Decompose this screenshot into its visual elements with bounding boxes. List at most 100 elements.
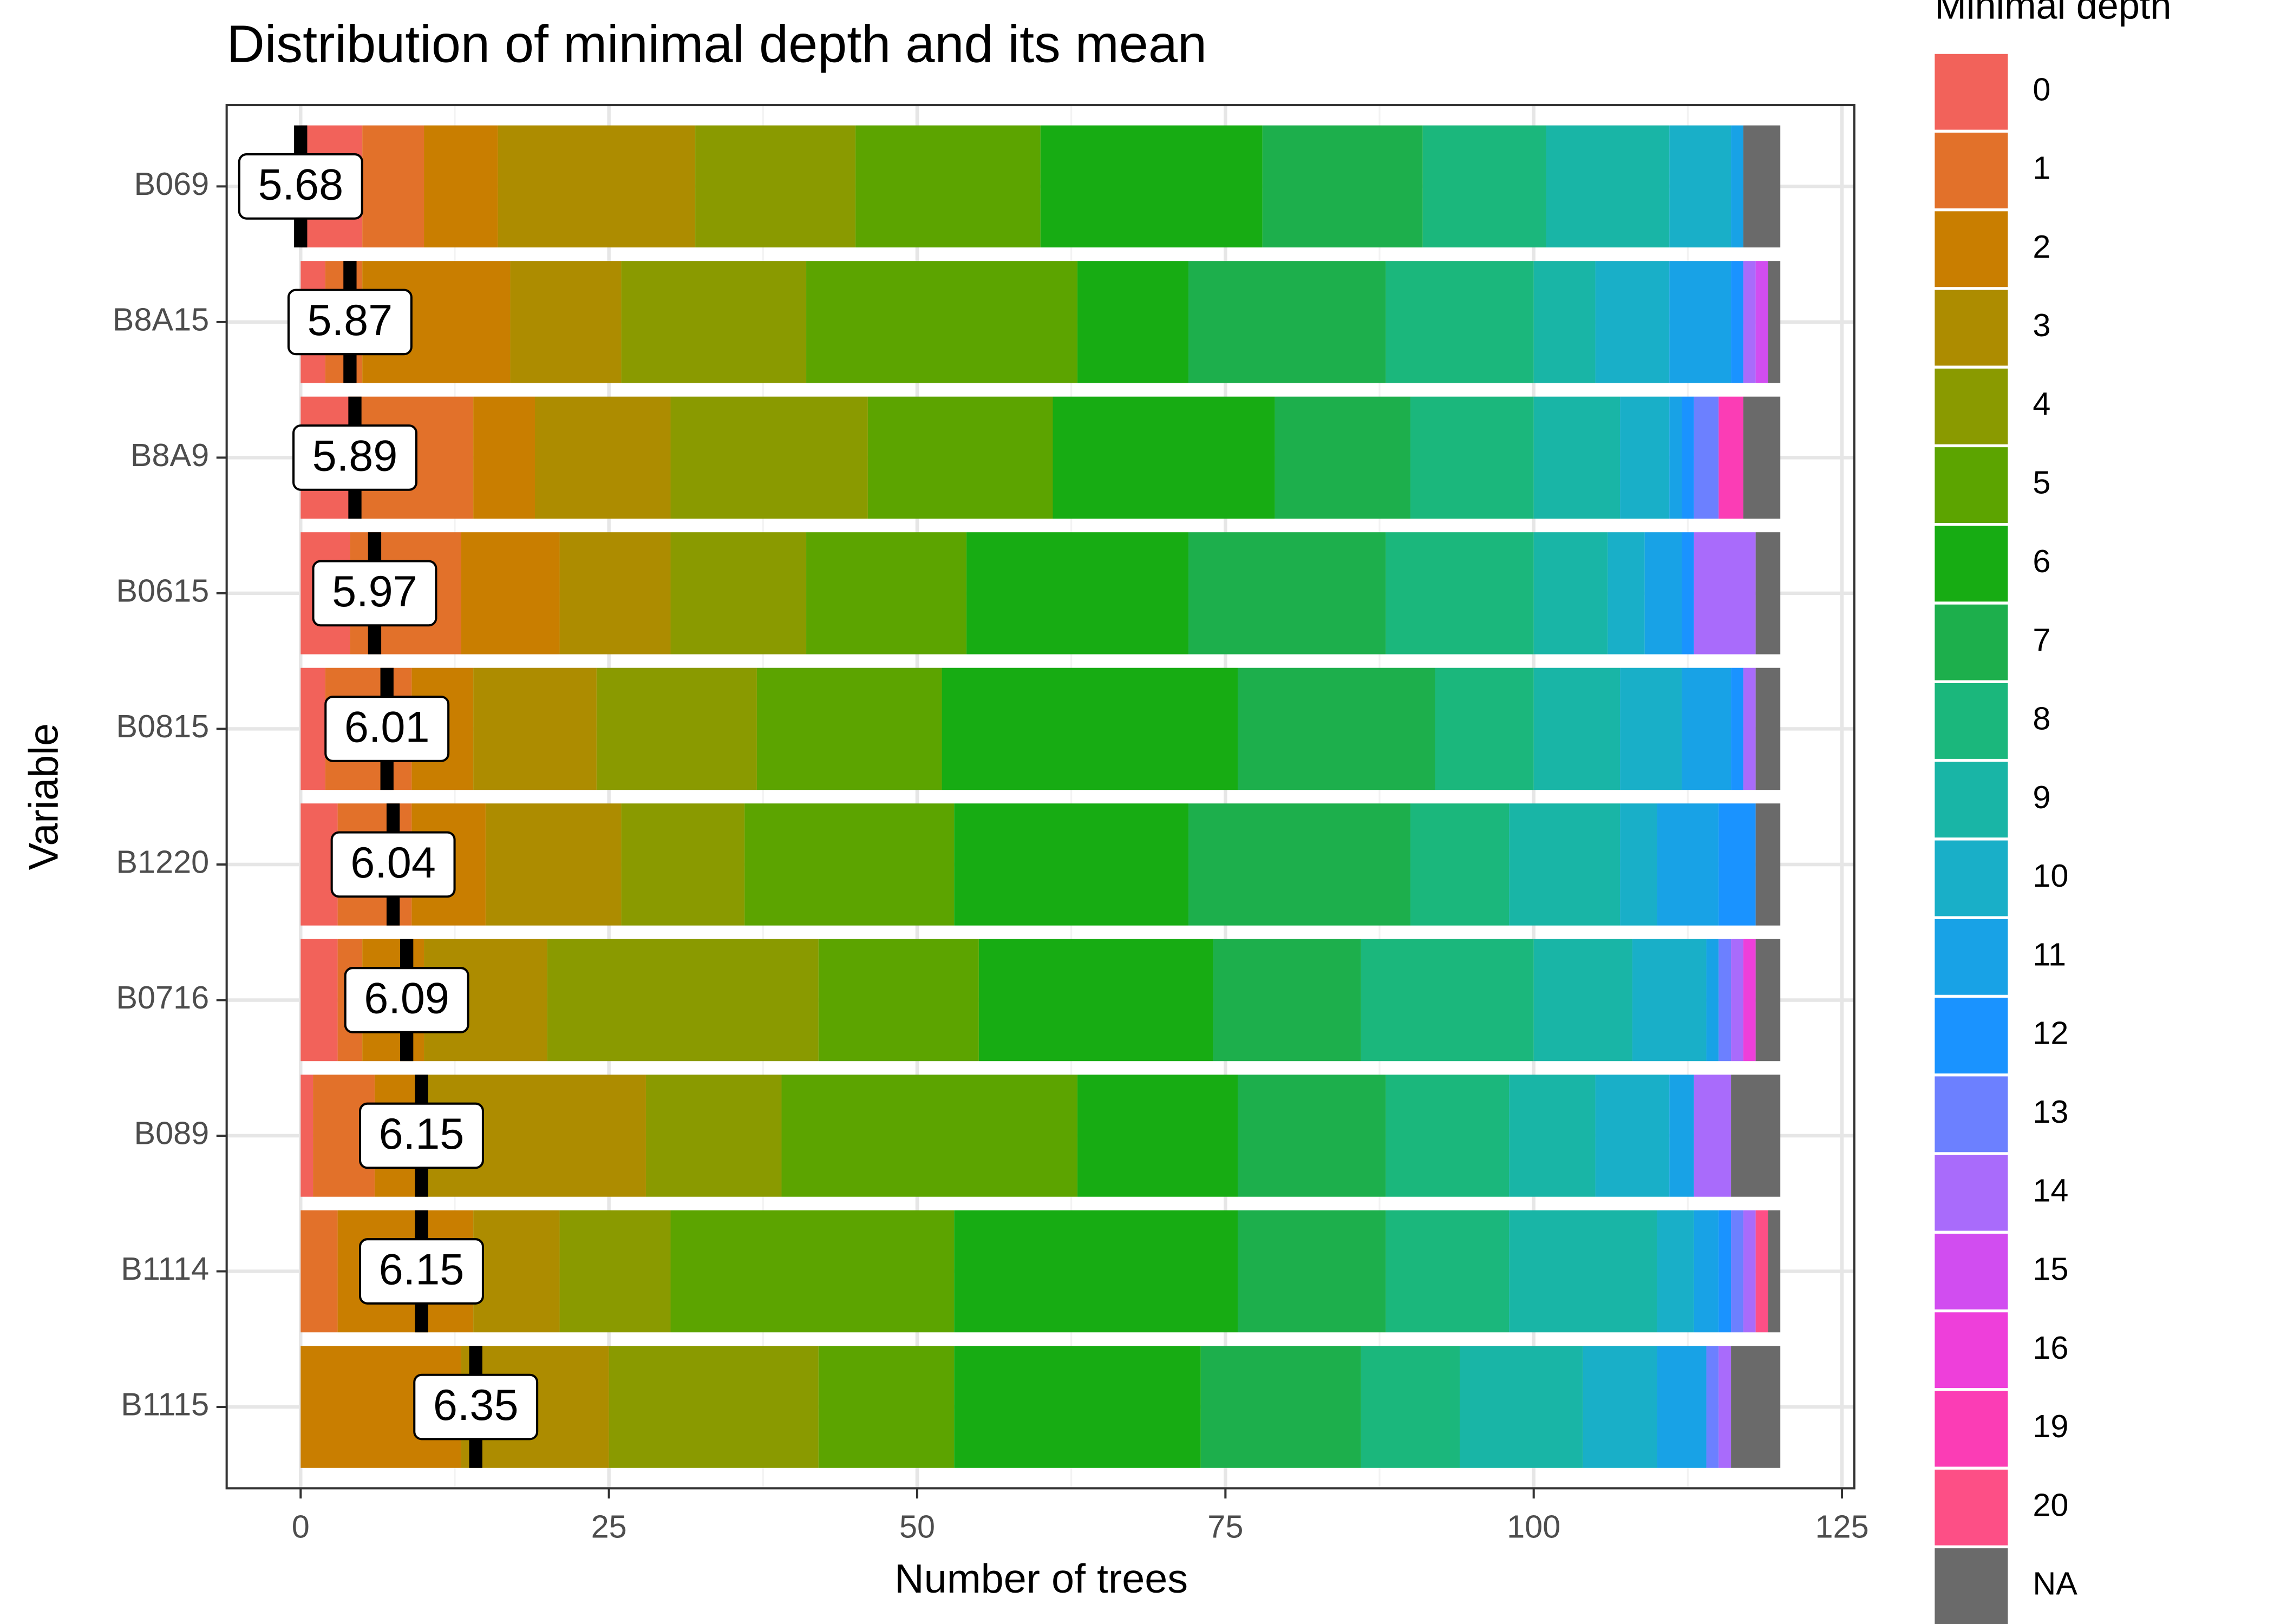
- bar-segment: [300, 939, 338, 1062]
- x-tick-label: 25: [591, 1509, 627, 1545]
- bar-segment: [498, 125, 696, 248]
- bar-segment: [1657, 803, 1719, 926]
- bar-segment: [1386, 261, 1534, 383]
- bar-segment: [1731, 667, 1743, 790]
- bar-segment: [1669, 396, 1682, 519]
- bar-segment: [1669, 125, 1731, 248]
- mean-label-box: [287, 289, 413, 356]
- bar-segment: [1657, 1346, 1707, 1468]
- bar-segment: [1657, 1210, 1694, 1333]
- bar-segment: [362, 125, 424, 248]
- bar-segment: [954, 1210, 1238, 1333]
- bar-segment: [510, 261, 622, 383]
- bar-segment: [1755, 1210, 1768, 1333]
- legend-label: 3: [2033, 307, 2050, 343]
- bar-segment: [1694, 396, 1719, 519]
- bar-segment: [559, 1210, 671, 1333]
- mean-label-box: [330, 831, 456, 898]
- legend-key: [1935, 1312, 2008, 1389]
- bar-segment: [1681, 667, 1731, 790]
- legend-key: [1935, 54, 2008, 130]
- bar-segment: [1053, 396, 1275, 519]
- bar-segment: [1743, 125, 1781, 248]
- legend-label: 10: [2033, 857, 2068, 894]
- bar-segment: [954, 803, 1189, 926]
- legend-key: [1935, 211, 2008, 287]
- bar-segment: [1694, 1075, 1731, 1197]
- y-tick-label: B0716: [116, 979, 209, 1016]
- bar-segment: [1595, 261, 1670, 383]
- mean-label-box: [359, 1238, 484, 1305]
- y-tick-label: B0815: [116, 708, 209, 744]
- bar-segment: [621, 261, 807, 383]
- bar-segment: [1410, 396, 1534, 519]
- bar-segment: [1731, 125, 1743, 248]
- legend-key: [1935, 919, 2008, 995]
- legend-key: [1935, 526, 2008, 602]
- bar-segment: [621, 803, 745, 926]
- bar-segment: [1262, 125, 1423, 248]
- legend-key: [1935, 1548, 2008, 1624]
- x-tick-label: 100: [1507, 1509, 1560, 1545]
- bar-segment: [1694, 532, 1756, 654]
- legend-key: [1935, 998, 2008, 1074]
- bar-segment: [966, 532, 1189, 654]
- bar-segment: [1755, 667, 1781, 790]
- bar-segment: [645, 1075, 782, 1197]
- mean-label-box: [238, 153, 363, 220]
- bar-segment: [1731, 1346, 1781, 1468]
- y-tick-label: B069: [134, 166, 209, 202]
- mean-label: 6.09: [364, 974, 449, 1023]
- bar-segment: [1620, 396, 1670, 519]
- bar-segment: [670, 396, 868, 519]
- bar-segment: [1533, 396, 1620, 519]
- mean-label: 6.35: [433, 1381, 519, 1430]
- bar-segment: [1361, 939, 1534, 1062]
- mean-label: 6.15: [379, 1110, 465, 1158]
- bar-segment: [300, 1210, 338, 1333]
- bar-segment: [1410, 803, 1510, 926]
- legend-key: [1935, 368, 2008, 444]
- bar-segment: [1238, 1075, 1386, 1197]
- bar-segment: [1509, 1210, 1657, 1333]
- bar-segment: [1743, 667, 1756, 790]
- bar-segment: [473, 667, 597, 790]
- bar-segment: [1669, 261, 1731, 383]
- plot-border: [225, 104, 1855, 1490]
- legend-title: Minimal depth: [1935, 0, 2171, 27]
- legend-label: 19: [2033, 1408, 2068, 1444]
- bar-segment: [1460, 1346, 1583, 1468]
- bar-segment: [1238, 1210, 1386, 1333]
- bar-segment: [1669, 1075, 1694, 1197]
- bar-segment: [1386, 1075, 1510, 1197]
- legend-label: 7: [2033, 621, 2050, 658]
- mean-label: 6.04: [350, 839, 436, 887]
- bar-segment: [300, 1075, 313, 1197]
- legend-key: [1935, 683, 2008, 759]
- bar-segment: [1595, 1075, 1670, 1197]
- bar-segment: [744, 803, 955, 926]
- legend-key: [1935, 1076, 2008, 1152]
- bar-segment: [1743, 1210, 1756, 1333]
- bar-segment: [1361, 1346, 1460, 1468]
- x-tick-label: 50: [899, 1509, 935, 1545]
- legend-label: 6: [2033, 543, 2050, 579]
- legend-label: 9: [2033, 779, 2050, 815]
- legend-key: [1935, 604, 2008, 680]
- bar-segment: [473, 396, 535, 519]
- legend-key: [1935, 1155, 2008, 1231]
- legend-key: [1935, 133, 2008, 208]
- bar-segment: [1731, 261, 1743, 383]
- bar-segment: [1632, 939, 1707, 1062]
- y-tick-label: B1114: [121, 1250, 209, 1287]
- legend-key: [1935, 290, 2008, 366]
- bar-segment: [1077, 1075, 1238, 1197]
- mean-label: 6.01: [344, 703, 430, 752]
- y-tick-label: B8A9: [130, 437, 209, 473]
- mean-label: 5.89: [312, 432, 398, 481]
- bar-segment: [1718, 939, 1731, 1062]
- bar-segment: [867, 396, 1053, 519]
- bar-segment: [1731, 1075, 1781, 1197]
